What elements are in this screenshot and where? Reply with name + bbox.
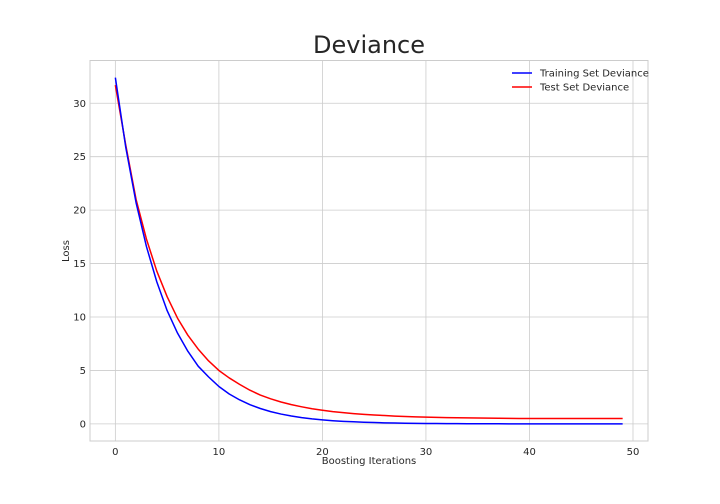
x-axis-label: Boosting Iterations [322,456,417,467]
test-set-deviance-line [114,84,623,420]
chart-title: Deviance [313,31,425,59]
y-tick-label: 5 [80,366,86,377]
legend: Training Set Deviance Test Set Deviance [512,69,649,94]
x-tick-label: 30 [420,447,433,458]
training-set-deviance-line [114,77,623,425]
y-tick-label: 25 [73,152,86,163]
y-tick-labels: 0 5 10 15 20 25 30 [73,99,86,431]
y-tick-label: 0 [80,419,86,430]
grid-lines [90,60,648,441]
y-tick-label: 20 [73,206,86,217]
y-axis-label: Loss [61,240,72,262]
x-tick-labels: 0 10 20 30 40 50 [112,447,639,458]
y-tick-label: 15 [73,259,86,270]
test-set-deviance-legend-label: Test Set Deviance [539,83,629,94]
training-set-deviance-legend-label: Training Set Deviance [539,69,649,80]
x-tick-label: 50 [627,447,640,458]
y-tick-label: 10 [73,313,86,324]
plot-frame [89,60,649,442]
x-tick-label: 10 [213,447,226,458]
x-tick-label: 0 [112,447,118,458]
x-tick-label: 40 [523,447,536,458]
y-tick-label: 30 [73,99,86,110]
series-lines [114,77,623,425]
x-tick-label: 20 [316,447,329,458]
